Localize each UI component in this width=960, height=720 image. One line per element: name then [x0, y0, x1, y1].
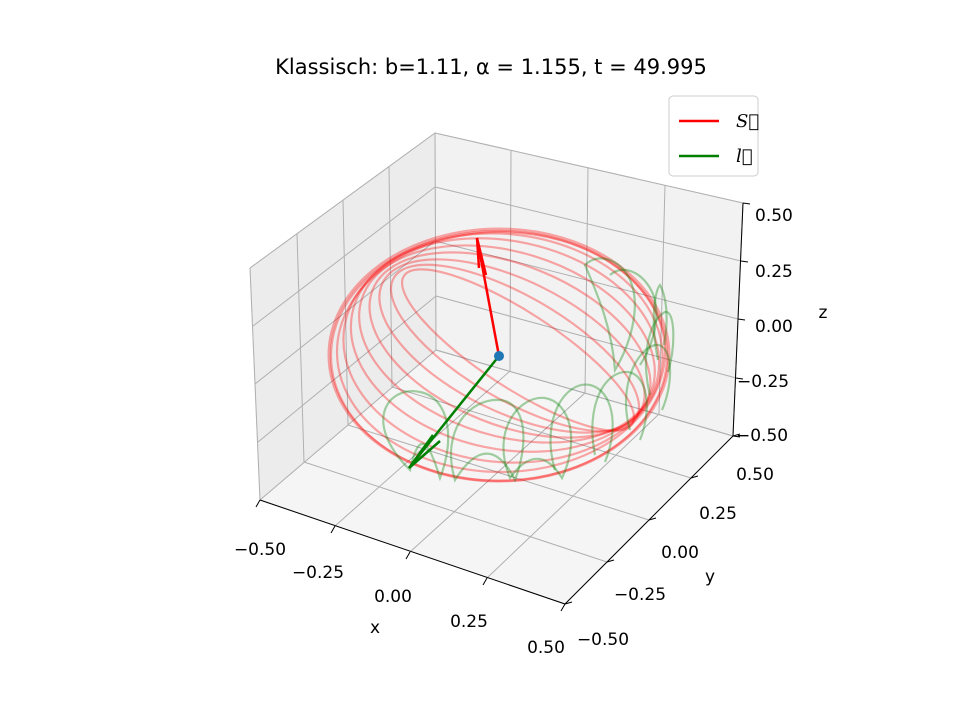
chart-title: Klassisch: b=1.11, α = 1.155, t = 49.995: [275, 55, 707, 79]
l-vector-arrowhead: [408, 440, 441, 469]
z-ticks: −0.50 −0.25 0.00 0.25 0.50 z: [732, 202, 828, 446]
y-tick-label: 0.25: [699, 504, 737, 524]
x-tick-mark: [330, 525, 336, 534]
z-tick-mark: [732, 435, 741, 438]
y-tick-label: 0.50: [736, 465, 774, 485]
y-ticks: −0.50 −0.25 0.00 0.25 0.50 y: [564, 433, 774, 650]
grid-side-h4: [257, 295, 437, 443]
z-tick-label: −0.25: [737, 372, 789, 392]
y-axis-label: y: [705, 567, 715, 587]
y-tick-mark: [606, 559, 615, 563]
y-tick-label: −0.50: [577, 630, 629, 650]
x-ticks: −0.50 −0.25 0.00 0.25 0.50 x: [234, 499, 566, 658]
legend: S⃗ l⃗: [668, 95, 759, 177]
l-trajectory-curve: [502, 396, 573, 481]
z-tick-mark: [735, 377, 744, 380]
grid-side-h3: [254, 240, 436, 385]
s-trajectory: [327, 227, 671, 483]
x-tick-mark: [560, 603, 566, 612]
grid-back-h4: [435, 295, 737, 379]
s-trajectory-loop: [342, 232, 664, 464]
x-tick-label: 0.50: [527, 638, 565, 658]
s-trajectory-loop: [329, 229, 669, 483]
s-trajectory-loop: [368, 251, 652, 439]
origin-point: [494, 351, 504, 361]
legend-label-l: l⃗: [736, 146, 753, 167]
grid-back-h3: [434, 240, 739, 320]
grid-side-h2: [252, 186, 436, 327]
x-axis-label: x: [370, 618, 380, 638]
l-trajectory-curve: [625, 343, 672, 431]
l-trajectory-curve: [591, 370, 648, 456]
x-tick-label: −0.50: [234, 540, 286, 560]
y-tick-mark: [648, 517, 657, 521]
legend-label-s: S⃗: [736, 111, 759, 132]
l-trajectory-curve: [609, 268, 658, 366]
x-tick-label: 0.00: [374, 587, 412, 607]
y-tick-label: −0.25: [614, 585, 666, 605]
grid-side-h1: [249, 132, 436, 269]
l-trajectory: [382, 257, 675, 483]
x-tick-mark: [405, 551, 411, 560]
l-trajectory-curve: [583, 257, 636, 374]
grid-floor-y2: [303, 461, 608, 563]
grid-floor-y4: [391, 386, 692, 479]
grid-floor-y3: [347, 424, 650, 521]
x-tick-label: −0.25: [292, 563, 344, 583]
s-trajectory-loop: [335, 230, 667, 474]
grid-back-h2: [434, 186, 742, 262]
z-tick-label: 0.00: [755, 317, 793, 337]
z-axis-label: z: [819, 303, 828, 323]
z-tick-label: 0.25: [755, 262, 793, 282]
grid-back-h1: [434, 132, 744, 204]
s-trajectory-loop: [378, 258, 646, 434]
s-trajectory-loop: [349, 237, 661, 453]
l-trajectory-curve: [449, 398, 525, 483]
z-tick-mark: [740, 260, 749, 263]
l-trajectory-curve: [652, 283, 668, 361]
x-axis-line: [259, 499, 566, 605]
vectors: [407, 237, 504, 469]
z-tick-mark: [742, 202, 751, 205]
s-trajectory-loop: [389, 263, 641, 433]
l-trajectory-curve: [549, 383, 614, 471]
x-tick-label: 0.25: [450, 612, 488, 632]
s-vector-arrowhead: [475, 237, 481, 269]
grid-floor-y5: [435, 349, 734, 437]
l-trajectory-curve: [644, 310, 675, 396]
l-vector-arrowhead: [407, 434, 435, 469]
s-trajectory-loop: [400, 268, 636, 432]
z-tick-label: −0.50: [736, 426, 788, 446]
s-trajectory-outer: [327, 227, 671, 483]
x-tick-mark: [482, 577, 488, 586]
y-tick-mark: [564, 601, 573, 605]
z-tick-label: 0.50: [755, 206, 793, 226]
z-tick-mark: [737, 318, 746, 321]
y-tick-mark: [690, 475, 699, 479]
x-tick-mark: [255, 499, 261, 508]
s-trajectory-loop: [358, 244, 656, 444]
y-tick-label: 0.00: [661, 543, 699, 563]
grid-side-v4: [388, 166, 393, 388]
